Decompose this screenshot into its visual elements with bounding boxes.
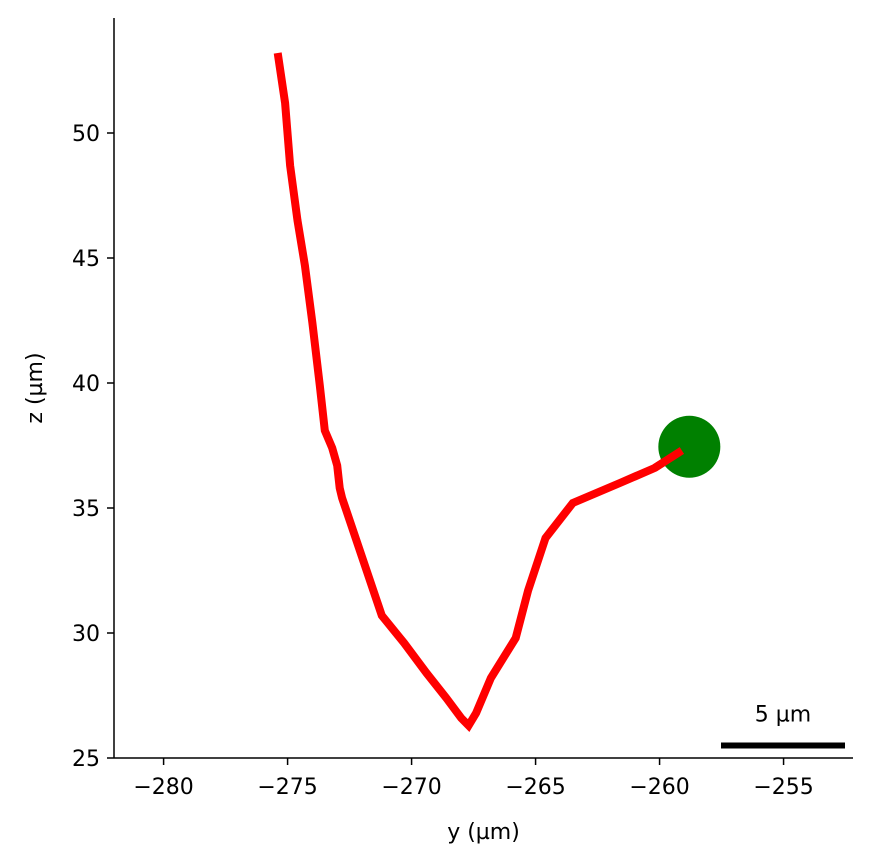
series-line-0 [273,52,685,732]
y-tick-label: 35 [72,497,100,522]
x-tick-label: −265 [505,775,565,800]
y-axis-label: z (µm) [23,352,48,423]
series-line-tail [652,447,685,472]
y-tick-label: 45 [72,247,100,272]
y-tick-label: 50 [72,122,100,147]
scalebar: 5 µm [713,699,857,756]
marker-layer [652,415,721,478]
axes-layer: −280 −275 −270 −265 −260 −255 25 30 35 40 45 50 [72,18,853,800]
y-tick-label: 30 [72,622,100,647]
series-layer [273,52,685,732]
x-tick-label: −260 [629,775,689,800]
y-tick-label: 25 [72,747,100,772]
scalebar-label: 5 µm [755,703,811,728]
x-tick-label: −280 [133,775,193,800]
x-tick-label: −270 [381,775,441,800]
x-axis-label: y (µm) [447,820,520,845]
x-tick-label: −255 [753,775,813,800]
soma-marker [658,415,721,478]
y-tick-label: 40 [72,372,100,397]
x-tick-label: −275 [257,775,317,800]
